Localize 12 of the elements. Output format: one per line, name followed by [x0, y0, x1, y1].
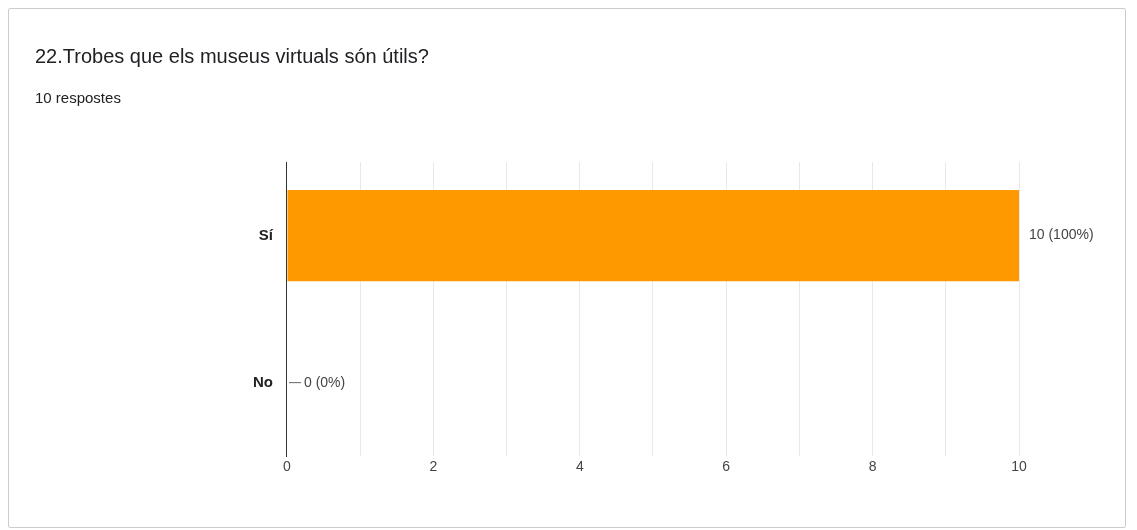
x-tick-label: 6	[722, 458, 731, 475]
x-tick-label: 0	[283, 458, 292, 475]
text: 10 respostes	[35, 89, 121, 106]
y-tick-label: Sí	[258, 225, 274, 243]
data-label: 0 (0%)	[304, 373, 346, 390]
x-tick-label: 4	[575, 458, 584, 475]
y-tick-label: No	[253, 372, 273, 390]
data-label: 10 (100%)	[1029, 226, 1094, 243]
x-tick-label: 10	[1011, 458, 1027, 475]
x-tick-label: 2	[429, 458, 438, 475]
chart-title: 22.Trobes que els museus virtuals són útils?	[35, 45, 429, 68]
x-tick-label: 8	[868, 458, 877, 475]
